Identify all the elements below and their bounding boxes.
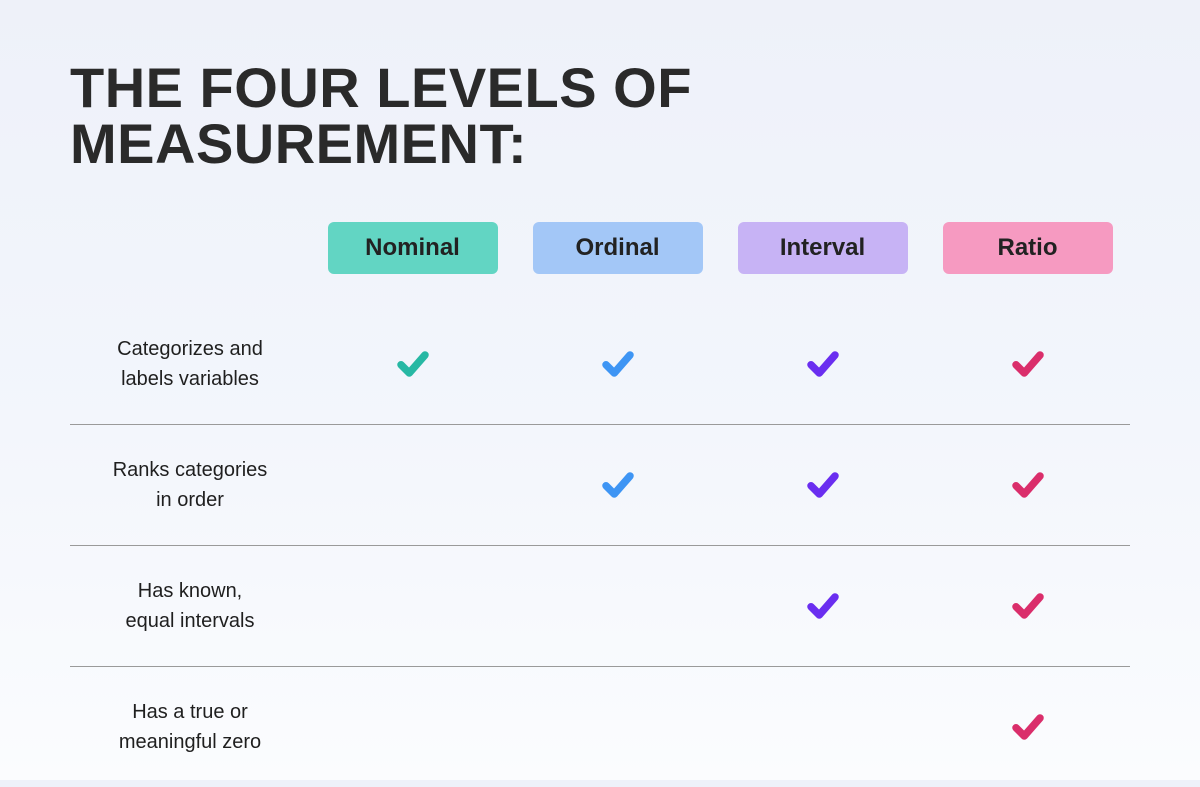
cell <box>310 425 515 546</box>
cell <box>310 667 515 787</box>
column-header: Interval <box>720 222 925 304</box>
level-pill-ratio: Ratio <box>943 222 1113 274</box>
cell <box>925 425 1130 546</box>
row-label: Categorizes and labels variables <box>70 304 310 425</box>
row-label-line: meaningful zero <box>70 727 310 757</box>
cell <box>515 425 720 546</box>
cell <box>515 667 720 787</box>
levels-table: Nominal Ordinal Interval Ratio Categoriz… <box>70 222 1130 787</box>
table-row: Has known, equal intervals <box>70 546 1130 667</box>
cell <box>515 304 720 425</box>
cell <box>925 667 1130 787</box>
cell <box>720 546 925 667</box>
cell <box>720 304 925 425</box>
cell <box>720 667 925 787</box>
level-pill-interval: Interval <box>738 222 908 274</box>
column-header: Nominal <box>310 222 515 304</box>
level-pill-nominal: Nominal <box>328 222 498 274</box>
row-label-line: Has known, <box>70 576 310 606</box>
row-label-line: Ranks categories <box>70 455 310 485</box>
row-label-line: equal intervals <box>70 606 310 636</box>
table-row: Ranks categories in order <box>70 425 1130 546</box>
check-icon <box>805 346 841 382</box>
row-label: Has a true or meaningful zero <box>70 667 310 787</box>
cell <box>310 546 515 667</box>
cell <box>925 304 1130 425</box>
level-pill-ordinal: Ordinal <box>533 222 703 274</box>
cell <box>925 546 1130 667</box>
page-title: THE FOUR LEVELS OF MEASUREMENT: <box>70 60 1130 172</box>
check-icon <box>1010 467 1046 503</box>
check-icon <box>805 467 841 503</box>
check-icon <box>1010 588 1046 624</box>
cell <box>720 425 925 546</box>
check-icon <box>1010 346 1046 382</box>
column-header: Ordinal <box>515 222 720 304</box>
row-label-line: in order <box>70 485 310 515</box>
row-label-line: labels variables <box>70 364 310 394</box>
check-icon <box>805 588 841 624</box>
column-header: Ratio <box>925 222 1130 304</box>
row-label: Has known, equal intervals <box>70 546 310 667</box>
infographic-page: THE FOUR LEVELS OF MEASUREMENT: Nominal … <box>0 0 1200 780</box>
row-label-line: Categorizes and <box>70 334 310 364</box>
row-label: Ranks categories in order <box>70 425 310 546</box>
check-icon <box>600 467 636 503</box>
check-icon <box>1010 709 1046 745</box>
row-label-line: Has a true or <box>70 697 310 727</box>
cell <box>515 546 720 667</box>
table-header-row: Nominal Ordinal Interval Ratio <box>70 222 1130 304</box>
cell <box>310 304 515 425</box>
table-row: Has a true or meaningful zero <box>70 667 1130 787</box>
check-icon <box>600 346 636 382</box>
check-icon <box>395 346 431 382</box>
table-row: Categorizes and labels variables <box>70 304 1130 425</box>
